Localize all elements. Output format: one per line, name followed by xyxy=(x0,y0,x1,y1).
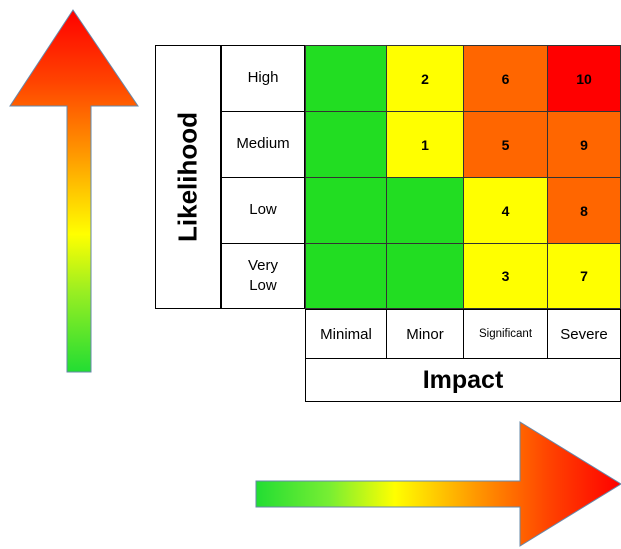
matrix-cell-medium-2: 1 xyxy=(386,111,464,178)
matrix-cell-very-low-4: 7 xyxy=(547,243,621,309)
likelihood-label: Likelihood xyxy=(172,112,203,242)
matrix-cell-very-low-1 xyxy=(305,243,387,309)
matrix-cell-medium-4: 9 xyxy=(547,111,621,178)
matrix-cell-medium-1 xyxy=(305,111,387,178)
matrix-cell-very-low-3: 3 xyxy=(463,243,548,309)
likelihood-axis-title: Likelihood xyxy=(155,45,221,309)
col-label-severe: Severe xyxy=(547,309,621,359)
matrix-cell-low-3: 4 xyxy=(463,177,548,244)
matrix-cell-high-4: 10 xyxy=(547,45,621,112)
row-label-very-low: Very Low xyxy=(221,243,305,309)
matrix-cell-high-1 xyxy=(305,45,387,112)
matrix-cell-low-2 xyxy=(386,177,464,244)
matrix-cell-medium-3: 5 xyxy=(463,111,548,178)
matrix-cell-high-3: 6 xyxy=(463,45,548,112)
row-label-low: Low xyxy=(221,177,305,244)
matrix-cell-very-low-2 xyxy=(386,243,464,309)
matrix-cell-low-4: 8 xyxy=(547,177,621,244)
row-label-high: High xyxy=(221,45,305,112)
impact-axis-title: Impact xyxy=(305,358,621,402)
col-label-significant: Significant xyxy=(463,309,548,359)
row-label-medium: Medium xyxy=(221,111,305,178)
matrix-cell-high-2: 2 xyxy=(386,45,464,112)
col-label-minimal: Minimal xyxy=(305,309,387,359)
matrix-cell-low-1 xyxy=(305,177,387,244)
col-label-minor: Minor xyxy=(386,309,464,359)
